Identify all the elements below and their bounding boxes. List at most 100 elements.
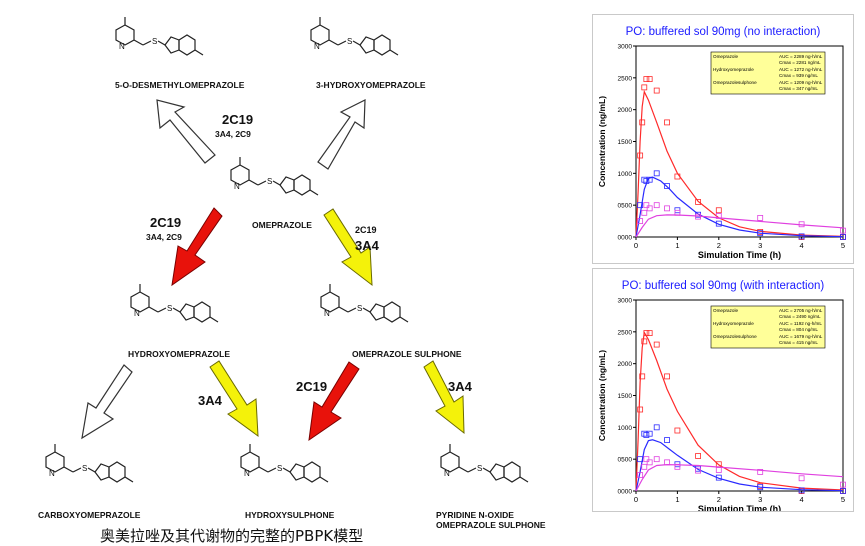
legend-series-name: Hydroxyomeprazole: [713, 67, 754, 72]
y-tick-label: 2000: [618, 107, 633, 114]
label-carboxyomeprazole: CARBOXYOMEPRAZOLE: [38, 510, 141, 520]
data-point-omeprazole: [641, 338, 648, 345]
legend-series-name: Omeprazole: [713, 54, 738, 59]
chart-no-interaction: PO: buffered sol 90mg (no interaction)00…: [597, 26, 846, 260]
data-point-hydroxyomeprazole: [637, 456, 644, 463]
data-point-omeprazolesulphone: [653, 456, 660, 463]
series-line-omeprazole: [635, 330, 844, 492]
data-point-hydroxyomeprazole: [646, 430, 653, 437]
x-tick-label: 2: [717, 241, 721, 250]
data-point-omeprazolesulphone: [637, 472, 644, 478]
data-point-hydroxyomeprazole: [664, 437, 670, 443]
legend-cmax: Cmax = 2490 ng/mL: [779, 314, 821, 319]
data-point-hydroxyomeprazole: [664, 183, 670, 189]
y-tick-label: 1000: [618, 425, 633, 432]
label-omeprazole-sulphone: OMEPRAZOLE SULPHONE: [352, 349, 462, 359]
data-point-omeprazolesulphone: [637, 218, 644, 224]
x-tick-label: 0: [634, 495, 638, 504]
x-tick-label: 5: [841, 495, 845, 504]
y-tick-label: 2500: [618, 75, 633, 82]
x-axis-label: Simulation Time (h): [698, 504, 781, 511]
legend-auc: AUC = 2289 ng-h/mL: [779, 54, 823, 59]
x-tick-label: 4: [800, 241, 804, 250]
y-tick-label: 3000: [618, 298, 633, 305]
data-point-omeprazole: [646, 76, 653, 83]
y-tick-label: 3000: [618, 44, 633, 51]
y-tick-label: 0500: [618, 203, 633, 210]
chart-panel-with-interaction: PO: buffered sol 90mg (with interaction)…: [592, 268, 854, 512]
data-point-omeprazole: [664, 119, 670, 126]
legend-auc: AUC = 1272 ng-h/mL: [779, 67, 823, 72]
data-point-hydroxyomeprazole: [715, 220, 722, 227]
legend-series-name: Omeprazolesulphone: [713, 334, 757, 339]
legend-auc: AUC = 2705 ng-h/mL: [779, 308, 823, 313]
data-point-omeprazole: [695, 453, 701, 459]
legend-series-name: Omeprazole: [713, 308, 738, 313]
enzyme-hydroxy-to-hs: 3A4: [198, 393, 223, 408]
data-point-omeprazole: [653, 87, 660, 94]
legend-box: [710, 305, 826, 349]
data-point-omeprazole: [639, 373, 646, 380]
x-tick-label: 1: [675, 241, 679, 250]
x-tick-label: 0: [634, 241, 638, 250]
data-point-omeprazolesulphone: [674, 209, 681, 216]
data-point-hydroxyomeprazole: [646, 176, 653, 183]
legend-series-name: Omeprazolesulphone: [713, 80, 757, 85]
y-axis-label: Concentration (ng/mL): [597, 350, 607, 441]
data-point-hydroxyomeprazole: [653, 170, 660, 177]
arrow-hydroxy-to-carboxy: [81, 364, 133, 440]
enzyme-sulph-to-hs: 2C19: [296, 379, 327, 394]
data-point-omeprazolesulphone: [715, 213, 722, 219]
label-hydroxyomeprazole: HYDROXYOMEPRAZOLE: [128, 349, 230, 359]
data-point-omeprazolesulphone: [664, 205, 670, 212]
y-tick-label: 0000: [618, 489, 633, 496]
data-point-omeprazolesulphone: [715, 467, 722, 473]
x-tick-label: 3: [758, 241, 762, 250]
data-point-omeprazole: [643, 76, 650, 83]
arrow-omeprazole-to-hydroxy: [171, 207, 223, 287]
enzyme-top-sub: 3A4, 2C9: [215, 129, 251, 139]
data-point-omeprazolesulphone: [646, 459, 653, 466]
y-tick-label: 0500: [618, 457, 633, 464]
label-hydroxysulphone: HYDROXYSULPHONE: [245, 510, 335, 520]
data-point-hydroxyomeprazole: [641, 430, 648, 437]
molecule-3-hydroxyomeprazole: [310, 16, 399, 56]
data-point-hydroxyomeprazole: [643, 178, 650, 184]
data-point-omeprazolesulphone: [695, 467, 701, 474]
legend-cmax: Cmax = 2281 ng/mL: [779, 60, 821, 65]
data-point-omeprazolesulphone: [840, 227, 846, 234]
y-axis-label: Concentration (ng/mL): [597, 96, 607, 187]
enzyme-sulph-to-nox: 3A4: [448, 379, 473, 394]
label-desmethylomeprazole: 5-O-DESMETHYLOMEPRAZOLE: [115, 80, 245, 90]
series-line-hydroxyomeprazole: [635, 439, 844, 492]
data-point-omeprazole: [641, 84, 648, 91]
label-omeprazole-sulphone-2: OMEPRAZOLE SULPHONE: [436, 520, 546, 530]
figure-caption: 奥美拉唑及其代谢物的完整的PBPK模型: [100, 527, 364, 545]
legend-cmax: Cmax = 415 ng/mL: [779, 340, 818, 345]
y-tick-label: 0000: [618, 235, 633, 242]
molecule-carboxyomeprazole: [45, 443, 134, 483]
legend-series-name: Hydroxyomeprazole: [713, 321, 754, 326]
legend-auc: AUC = 1209 ng-h/mL: [779, 80, 823, 85]
legend-cmax: Cmax = 804 ng/mL: [779, 327, 818, 332]
data-point-hydroxyomeprazole: [798, 233, 805, 240]
data-point-omeprazole: [637, 152, 644, 159]
data-point-omeprazolesulphone: [653, 202, 660, 209]
x-tick-label: 5: [841, 241, 845, 250]
data-point-hydroxyomeprazole: [840, 488, 846, 494]
enzyme-top-main: 2C19: [222, 112, 253, 127]
label-3-hydroxyomeprazole: 3-HYDROXYOMEPRAZOLE: [316, 80, 426, 90]
label-omeprazole: OMEPRAZOLE: [252, 220, 312, 230]
molecule-omeprazole-sulphone: [320, 283, 409, 323]
arrow-to-desmethyl: [156, 99, 216, 164]
y-tick-label: 2000: [618, 361, 633, 368]
molecule-hydroxysulphone: [240, 443, 329, 483]
data-point-hydroxyomeprazole: [757, 230, 764, 237]
data-point-omeprazole: [637, 406, 644, 413]
data-point-hydroxyomeprazole: [653, 424, 660, 431]
y-tick-label: 1500: [618, 393, 633, 400]
legend-auc: AUC = 1192 ng-h/mL: [779, 321, 822, 326]
data-point-omeprazole: [653, 341, 660, 348]
series-line-omeprazolesulphone: [635, 463, 844, 492]
molecule-hydroxyomeprazole: [130, 283, 219, 323]
